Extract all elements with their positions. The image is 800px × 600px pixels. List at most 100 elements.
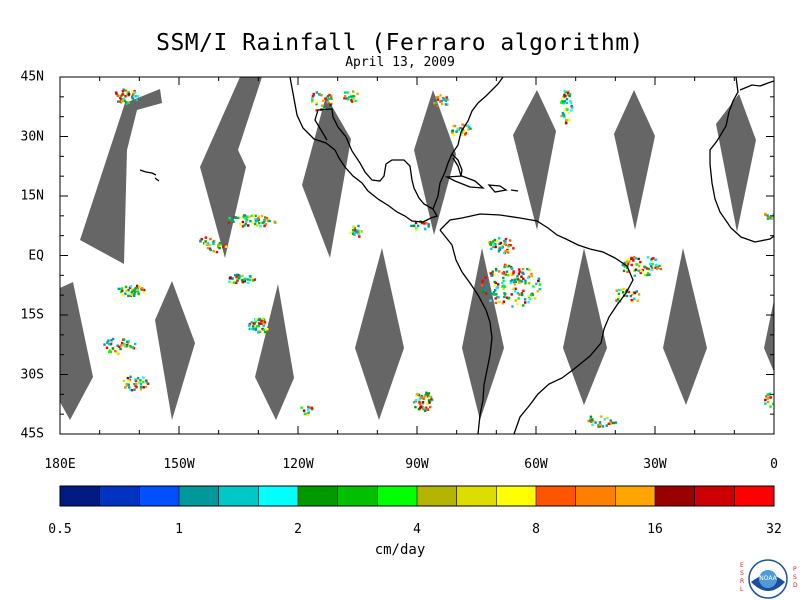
rain-pixel bbox=[516, 278, 520, 281]
rain-pixel bbox=[419, 406, 422, 409]
rain-pixel bbox=[248, 278, 252, 282]
rain-pixel bbox=[491, 270, 494, 273]
colorbar-label: 8 bbox=[532, 522, 540, 537]
rain-pixel bbox=[428, 401, 431, 404]
rain-pixel bbox=[435, 96, 438, 99]
rain-pixel bbox=[620, 288, 623, 291]
rain-pixel bbox=[426, 402, 429, 405]
rain-pixel bbox=[310, 406, 313, 409]
rain-pixel bbox=[462, 130, 466, 134]
rain-pixel bbox=[561, 111, 565, 115]
rain-pixel bbox=[485, 292, 488, 295]
rain-pixel bbox=[484, 276, 487, 279]
rain-pixel bbox=[235, 275, 238, 279]
rain-pixel bbox=[302, 409, 306, 412]
rain-pixel bbox=[414, 394, 418, 397]
rain-pixel bbox=[228, 218, 231, 221]
rain-pixel bbox=[262, 324, 265, 327]
rain-pixel bbox=[634, 257, 638, 260]
south-america-coast bbox=[439, 213, 634, 434]
x-axis-label: 90W bbox=[405, 457, 429, 472]
rain-pixel bbox=[326, 100, 329, 104]
rain-pixel bbox=[420, 396, 423, 399]
rain-pixel bbox=[240, 279, 244, 282]
rain-pixel bbox=[130, 291, 133, 294]
y-axis-label: 15S bbox=[20, 307, 44, 323]
rain-pixel bbox=[136, 95, 139, 98]
rain-pixel bbox=[625, 260, 628, 264]
colorbar-swatch bbox=[575, 486, 616, 506]
rain-pixel bbox=[424, 395, 427, 398]
rain-pixel bbox=[357, 224, 360, 228]
rain-pixel bbox=[124, 292, 127, 295]
no-data-swath bbox=[513, 90, 556, 230]
rain-pixel bbox=[517, 272, 521, 276]
rain-pixel bbox=[512, 272, 515, 275]
rain-pixel bbox=[645, 267, 649, 270]
rain-pixel bbox=[561, 97, 564, 100]
rain-pixel bbox=[244, 217, 247, 220]
rain-pixel bbox=[650, 268, 653, 272]
rain-pixel bbox=[421, 405, 424, 409]
rain-pixel bbox=[353, 227, 357, 230]
rain-pixel bbox=[503, 285, 506, 288]
rain-pixel bbox=[637, 265, 641, 268]
rain-pixel bbox=[249, 275, 252, 278]
rain-pixel bbox=[358, 235, 361, 238]
rain-pixel bbox=[261, 221, 264, 225]
rain-pixel bbox=[145, 379, 148, 382]
rain-pixel bbox=[243, 280, 246, 283]
rain-pixel bbox=[121, 90, 125, 93]
rain-pixel bbox=[258, 322, 261, 325]
rain-pixel bbox=[508, 239, 512, 242]
rain-pixel bbox=[505, 270, 509, 273]
rain-pixel bbox=[352, 96, 355, 100]
rain-pixel bbox=[623, 261, 626, 265]
rain-pixel bbox=[435, 101, 438, 104]
rain-pixel bbox=[412, 401, 416, 404]
rain-pixel bbox=[232, 220, 235, 223]
rain-pixel bbox=[652, 257, 655, 260]
rain-pixel bbox=[350, 100, 354, 103]
rain-pixel bbox=[632, 257, 635, 260]
rain-pixel bbox=[246, 215, 250, 218]
rain-pixel bbox=[626, 258, 630, 261]
no-data-swath bbox=[716, 94, 756, 232]
rain-pixel bbox=[208, 247, 212, 250]
rain-pixel bbox=[254, 328, 258, 332]
rain-pixel bbox=[320, 94, 323, 97]
rain-pixel bbox=[142, 380, 145, 384]
rain-pixel bbox=[597, 423, 600, 427]
rain-pixel bbox=[564, 95, 567, 98]
x-axis-label: 180E bbox=[44, 457, 76, 472]
rain-pixel bbox=[111, 337, 115, 341]
rain-pixel bbox=[597, 425, 600, 428]
rain-pixel bbox=[134, 287, 137, 290]
north-america-coast bbox=[289, 77, 438, 223]
rain-pixel bbox=[646, 273, 649, 277]
rain-pixel bbox=[307, 411, 310, 414]
rain-pixel bbox=[218, 246, 221, 250]
rain-pixel bbox=[594, 421, 597, 424]
rain-pixel bbox=[250, 214, 253, 218]
rain-pixel bbox=[249, 220, 252, 223]
rain-pixel bbox=[446, 98, 449, 101]
rain-pixel bbox=[633, 291, 637, 295]
rain-pixel bbox=[563, 89, 566, 93]
colorbar-label: 1 bbox=[175, 522, 183, 537]
rain-pixel bbox=[456, 128, 459, 132]
rain-pixel bbox=[121, 99, 124, 102]
rain-pixel bbox=[436, 98, 440, 101]
rain-pixel bbox=[199, 239, 202, 242]
rain-pixel bbox=[492, 244, 495, 247]
rain-pixel bbox=[138, 285, 141, 289]
rain-pixel bbox=[233, 216, 236, 219]
rain-pixel bbox=[263, 331, 267, 334]
rain-pixel bbox=[106, 341, 109, 344]
rain-pixel bbox=[259, 319, 263, 322]
y-axis-label: 30S bbox=[20, 367, 44, 382]
x-axis-label: 60W bbox=[524, 457, 548, 472]
rain-pixel bbox=[626, 262, 630, 265]
rain-pixel bbox=[509, 280, 513, 283]
rain-pixel bbox=[530, 272, 533, 276]
